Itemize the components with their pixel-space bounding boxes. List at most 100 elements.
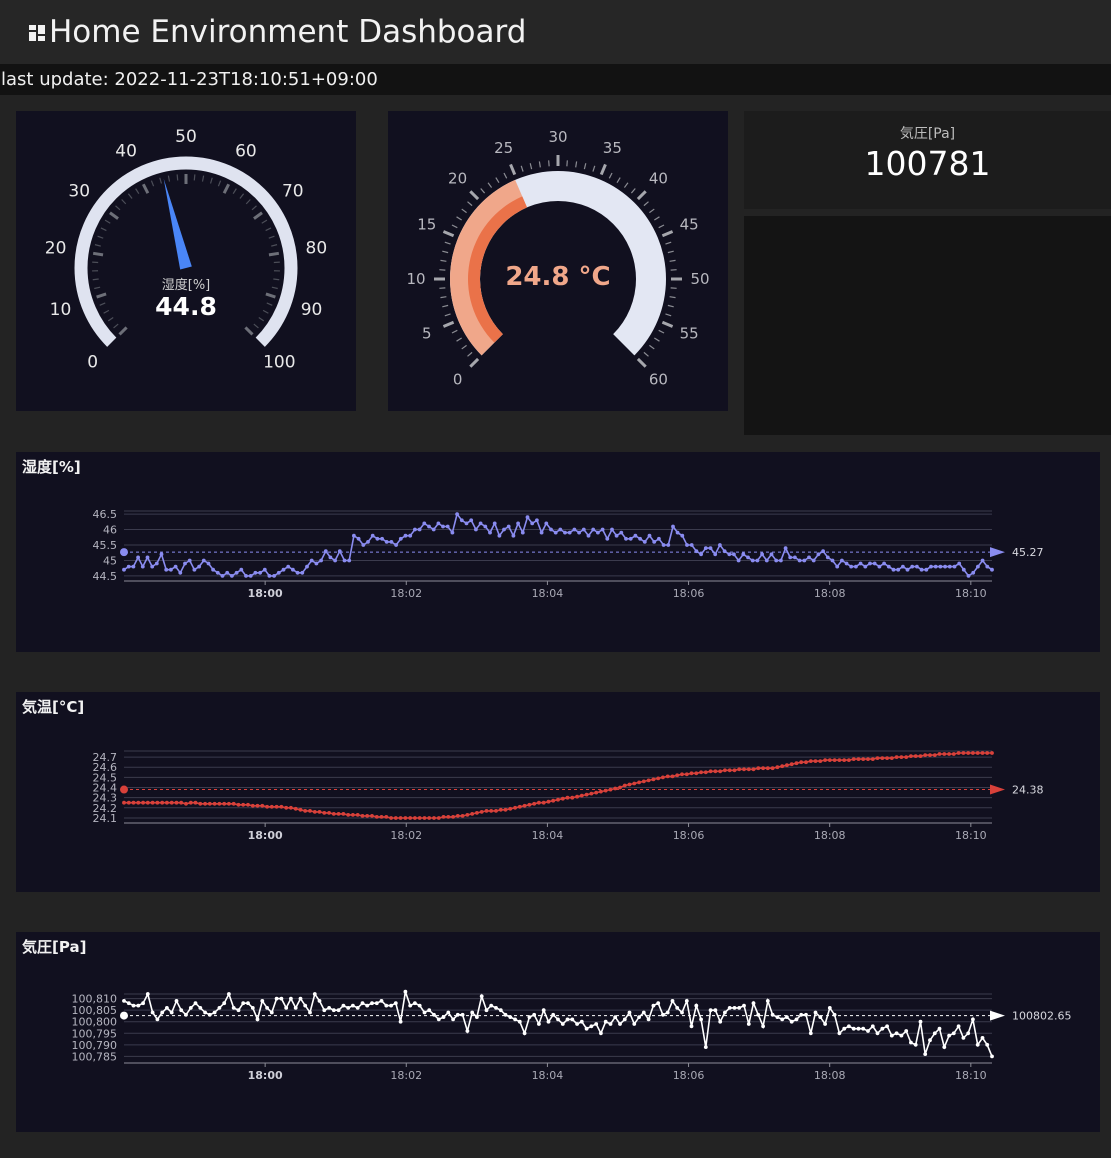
data-point	[227, 801, 231, 806]
data-point	[475, 1015, 479, 1019]
pressure-chart-panel[interactable]: 気圧[Pa] 100,785 100,790 100,795 100,800 100,8…	[16, 932, 1100, 1132]
gauge-minor-tick	[669, 259, 676, 262]
data-point	[885, 756, 889, 760]
data-point	[746, 1022, 751, 1026]
x-tick-label: 18:08	[814, 587, 846, 600]
data-point	[608, 1022, 613, 1026]
data-point	[594, 1022, 599, 1026]
gauge-tick-label: 80	[306, 238, 328, 258]
gauge-minor-tick	[487, 182, 493, 188]
data-point	[234, 570, 239, 575]
gauge-minor-tick	[167, 175, 171, 182]
data-point	[455, 814, 460, 818]
gauge-minor-tick	[495, 177, 500, 183]
data-point	[760, 552, 764, 557]
data-point	[346, 1006, 351, 1010]
data-point	[366, 540, 370, 544]
data-point	[579, 1019, 584, 1024]
data-point	[756, 1012, 761, 1017]
data-point	[413, 816, 417, 820]
data-point	[522, 803, 527, 808]
data-point	[990, 567, 994, 572]
reference-value-label: 45.27	[1012, 546, 1044, 559]
data-point	[276, 570, 281, 575]
data-point	[844, 561, 849, 566]
data-point	[503, 1012, 508, 1017]
data-point	[179, 1008, 184, 1013]
data-point	[470, 1010, 475, 1015]
data-point	[684, 999, 689, 1003]
data-point	[413, 527, 417, 532]
data-point	[947, 1033, 951, 1038]
data-point	[899, 755, 904, 759]
data-point	[308, 1010, 312, 1015]
gauge-minor-tick	[575, 161, 578, 168]
data-point	[579, 793, 584, 798]
data-point	[594, 790, 599, 795]
data-point	[589, 1024, 594, 1029]
gauge-major-tick	[509, 163, 517, 176]
data-point	[928, 753, 932, 757]
data-point	[586, 533, 591, 538]
temperature-gauge-panel[interactable]: 0 5 10 15 20 25 30 35 40 45 50 55 60 24.8 °C	[388, 111, 728, 411]
x-tick-label: 18:06	[673, 829, 705, 842]
data-point	[799, 1012, 804, 1017]
data-point	[956, 1024, 961, 1029]
data-point	[308, 809, 312, 813]
data-point	[885, 1024, 889, 1029]
y-tick-label: 46	[103, 524, 117, 537]
data-point	[680, 772, 684, 777]
gauge-tick-label: 40	[115, 141, 137, 161]
data-point	[932, 1031, 937, 1036]
data-point	[431, 527, 436, 532]
gauge-minor-tick	[442, 250, 449, 254]
data-point	[627, 1010, 632, 1015]
data-point	[537, 1022, 541, 1026]
temperature-chart-panel[interactable]: 気温[°C] 24.1 24.2 24.3 24.4 24.5 24.6 24.7 18:00…	[16, 692, 1100, 892]
data-point	[596, 530, 600, 535]
gauge-minor-tick	[461, 344, 467, 350]
data-point	[670, 774, 675, 779]
data-point	[312, 810, 317, 814]
data-point	[610, 527, 614, 532]
data-point	[558, 527, 563, 532]
data-point	[985, 1042, 990, 1047]
data-point	[718, 1019, 723, 1024]
humidity-gauge-panel[interactable]: 0 10 20 30 40 50 60 70 80 90 100 湿度[%] 44.8	[16, 111, 356, 411]
dashboard-grid-icon[interactable]	[28, 24, 47, 43]
data-point	[572, 527, 577, 532]
pressure-stat-label: 気圧[Pa]	[899, 126, 956, 142]
data-point	[553, 530, 558, 535]
data-point	[980, 751, 985, 755]
data-point	[351, 813, 355, 817]
gauge-minor-tick	[150, 180, 155, 187]
data-point	[980, 558, 985, 563]
data-point	[851, 757, 856, 761]
data-point	[527, 1015, 532, 1019]
data-point	[193, 800, 198, 805]
data-point	[570, 1017, 575, 1022]
data-point	[718, 543, 722, 547]
data-point	[736, 558, 741, 563]
data-point	[689, 543, 694, 547]
data-point	[975, 1042, 980, 1047]
data-point	[804, 1012, 808, 1017]
data-point	[694, 1003, 699, 1008]
data-point	[236, 1008, 241, 1013]
data-point	[718, 769, 723, 774]
data-point	[503, 807, 508, 812]
gauge-minor-tick	[103, 309, 110, 314]
data-point	[322, 811, 327, 815]
data-point	[355, 1006, 360, 1010]
data-point	[141, 800, 145, 805]
y-tick-label: 45.5	[93, 539, 118, 552]
data-point	[882, 561, 886, 566]
x-tick-label: 18:08	[814, 1069, 846, 1082]
data-point	[971, 751, 975, 755]
data-point	[336, 812, 341, 816]
humidity-chart-panel[interactable]: 湿度[%] 44.5 45 45.5 46 46.5 18:00 18:02 18:04 18:…	[16, 452, 1100, 652]
data-point	[951, 752, 956, 756]
gauge-minor-tick	[245, 199, 251, 205]
pressure-stat-panel[interactable]: 気圧[Pa] 100781	[744, 111, 1111, 209]
data-point	[360, 814, 365, 818]
